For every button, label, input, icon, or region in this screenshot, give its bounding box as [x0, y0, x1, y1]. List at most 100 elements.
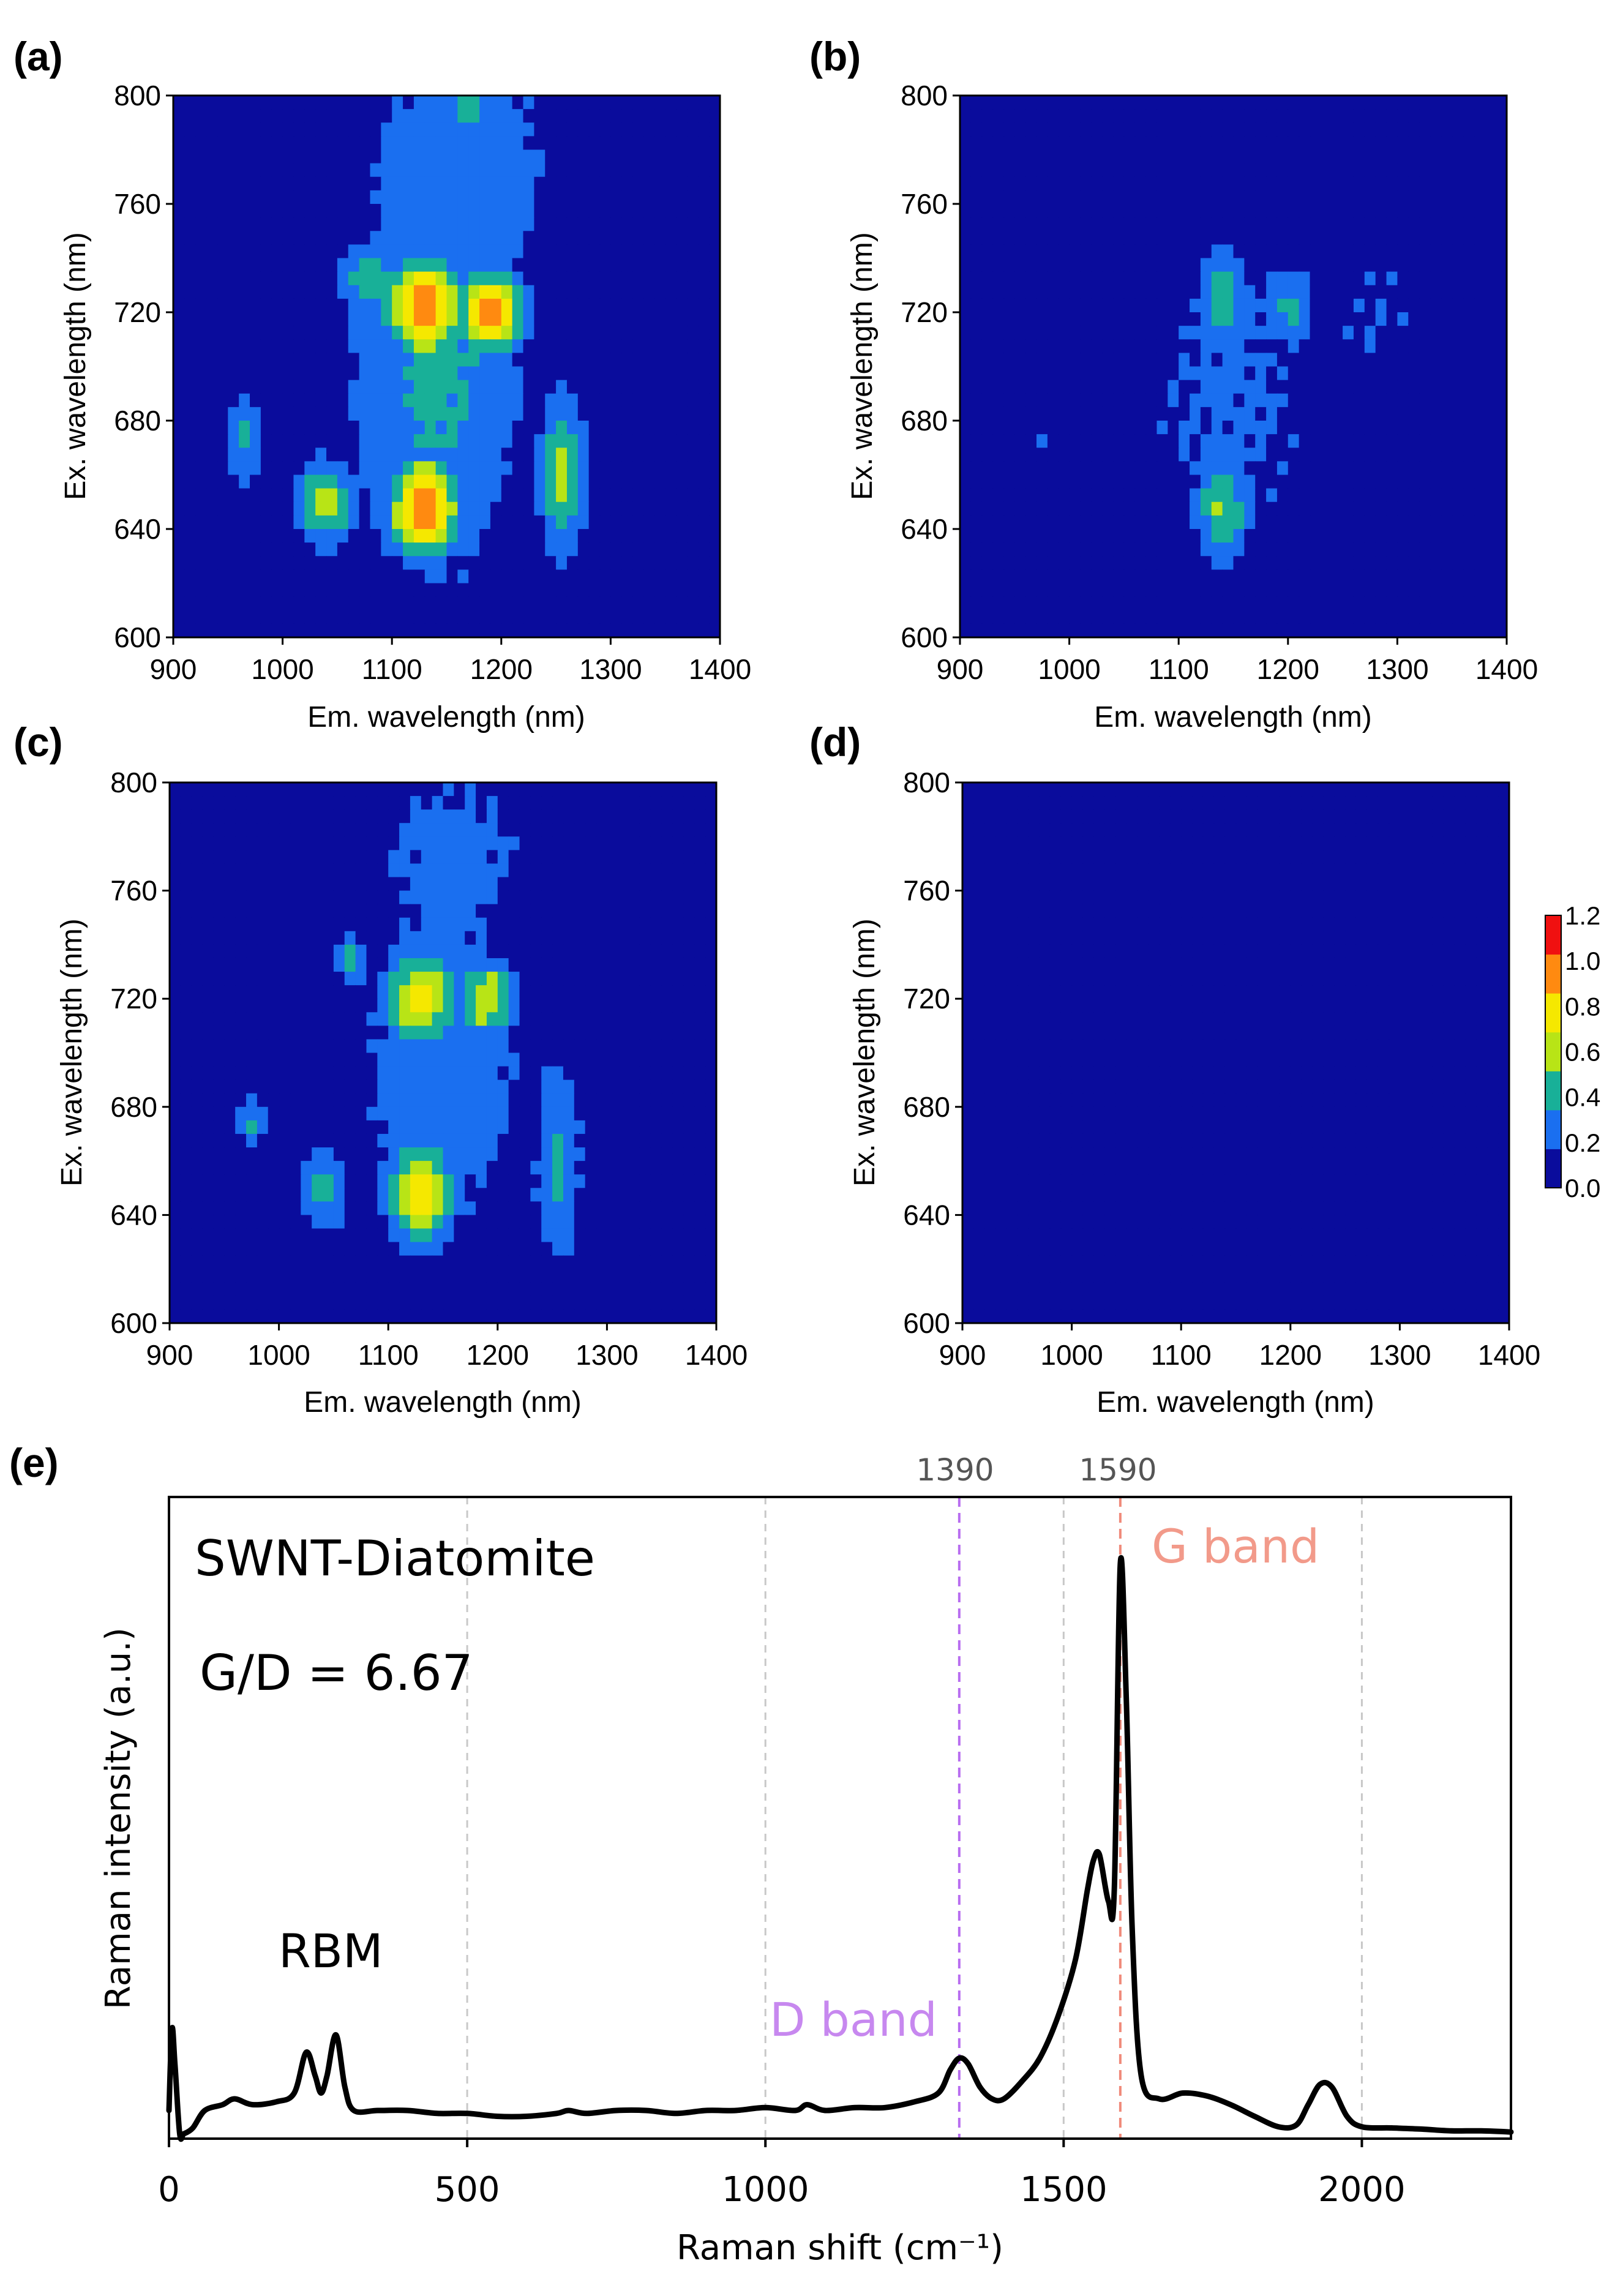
heatmap-cell — [621, 217, 633, 231]
heatmap-cell — [1036, 190, 1048, 204]
heatmap-cell — [1113, 136, 1125, 151]
heatmap-cell — [180, 863, 192, 878]
heatmap-cell — [257, 958, 269, 972]
heatmap-cell — [457, 326, 469, 340]
heatmap-cell — [326, 217, 338, 231]
heatmap-cell — [1190, 109, 1201, 123]
heatmap-cell — [1168, 190, 1179, 204]
heatmap-cell — [1255, 339, 1267, 353]
heatmap-cell — [235, 796, 247, 810]
heatmap-cell — [282, 461, 294, 476]
heatmap-cell — [1255, 231, 1267, 245]
heatmap-cell — [610, 366, 622, 381]
heatmap-cell — [992, 298, 1005, 313]
heatmap-cell — [508, 850, 520, 865]
heatmap-cell — [1058, 326, 1070, 340]
heatmap-cell — [250, 96, 261, 110]
heatmap-cell — [370, 339, 381, 353]
heatmap-cell — [315, 285, 327, 299]
heatmap-cell — [1386, 312, 1398, 326]
heatmap-cell — [654, 393, 666, 408]
heatmap-cell — [1003, 421, 1015, 435]
heatmap-cell — [465, 850, 476, 865]
heatmap-cell — [1310, 285, 1321, 299]
heatmap-cell — [184, 393, 196, 408]
heatmap-cell — [1255, 258, 1267, 272]
heatmap-cell — [698, 542, 710, 557]
heatmap-cell — [530, 796, 542, 810]
heatmap-cell — [588, 231, 601, 245]
heatmap-cell — [282, 122, 294, 137]
heatmap-cell — [271, 96, 283, 110]
heatmap-cell — [304, 448, 316, 462]
heatmap-cell — [312, 877, 323, 891]
heatmap-cell — [260, 448, 272, 462]
heatmap-cell — [337, 407, 349, 421]
heatmap-cell — [1463, 407, 1475, 421]
heatmap-cell — [574, 863, 586, 878]
heatmap-cell — [1321, 190, 1332, 204]
heatmap-cell — [1200, 569, 1212, 584]
heatmap-cell — [588, 393, 601, 408]
heatmap-cell — [184, 407, 196, 421]
heatmap-cell — [1474, 461, 1485, 476]
heatmap-cell — [1200, 285, 1212, 299]
heatmap-cell — [490, 217, 502, 231]
heatmap-cell — [497, 904, 509, 918]
heatmap-cell — [545, 204, 557, 218]
heatmap-cell — [206, 109, 218, 123]
heatmap-cell — [1179, 244, 1190, 259]
heatmap-cell — [457, 312, 469, 326]
heatmap-cell — [1321, 623, 1332, 637]
heatmap-cell — [698, 380, 710, 394]
heatmap-cell — [981, 163, 994, 178]
heatmap-cell — [195, 122, 207, 137]
heatmap-cell — [1474, 271, 1485, 286]
heatmap-cell — [1014, 407, 1026, 421]
heatmap-cell — [468, 366, 480, 381]
heatmap-cell — [399, 850, 411, 865]
heatmap-cell — [1310, 149, 1321, 164]
heatmap-cell — [293, 556, 305, 570]
heatmap-cell — [435, 326, 448, 340]
heatmap-cell — [632, 136, 644, 151]
heatmap-cell — [326, 149, 338, 164]
heatmap-cell — [213, 823, 225, 837]
heatmap-cell — [293, 271, 305, 286]
heatmap-cell — [392, 393, 403, 408]
heatmap-cell — [1069, 149, 1081, 164]
heatmap-cell — [1113, 556, 1125, 570]
heatmap-cell — [639, 931, 651, 945]
heatmap-cell — [632, 339, 644, 353]
heatmap-cell — [348, 529, 360, 543]
heatmap-cell — [1244, 136, 1256, 151]
heatmap-cell — [577, 448, 590, 462]
heatmap-cell — [1244, 529, 1256, 543]
heatmap-cell — [457, 583, 469, 598]
heatmap-cell — [184, 149, 196, 164]
heatmap-cell — [348, 421, 360, 435]
heatmap-cell — [239, 501, 250, 516]
heatmap-cell — [1156, 122, 1168, 137]
heatmap-cell — [1496, 176, 1507, 191]
heatmap-cell — [523, 176, 534, 191]
heatmap-cell — [512, 271, 524, 286]
heatmap-cell — [217, 501, 228, 516]
heatmap-cell — [705, 809, 716, 823]
heatmap-cell — [206, 380, 218, 394]
heatmap-cell — [574, 823, 586, 837]
heatmap-cell — [421, 836, 433, 850]
heatmap-cell — [1233, 231, 1245, 245]
heatmap-cell — [184, 204, 196, 218]
heatmap-cell — [1375, 596, 1387, 611]
heatmap-cell — [1463, 231, 1475, 245]
heatmap-cell — [1091, 190, 1103, 204]
heatmap-cell — [413, 231, 425, 245]
heatmap-cell — [1156, 393, 1168, 408]
heatmap-cell — [1419, 488, 1431, 503]
heatmap-cell — [432, 890, 444, 905]
heatmap-cell — [290, 782, 301, 797]
heatmap-cell — [312, 782, 323, 797]
heatmap-cell — [235, 904, 247, 918]
heatmap-cell — [260, 244, 272, 259]
